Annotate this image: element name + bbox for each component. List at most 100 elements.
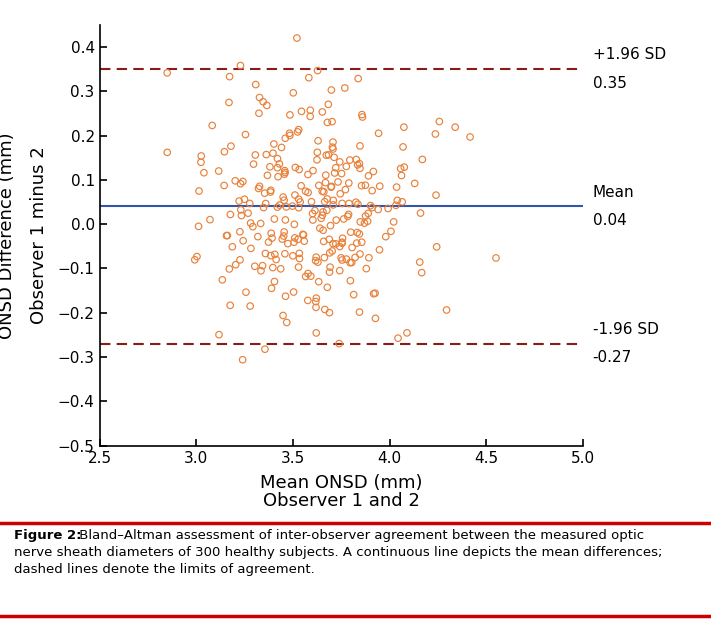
- Point: [314, 223, 326, 233]
- Point: [219, 147, 230, 157]
- Point: [288, 237, 299, 247]
- Point: [325, 221, 336, 231]
- Point: [272, 171, 284, 181]
- Point: [320, 170, 331, 180]
- Point: [235, 205, 247, 215]
- Point: [365, 201, 376, 210]
- Point: [326, 85, 337, 95]
- Point: [335, 189, 346, 199]
- Point: [260, 199, 272, 209]
- Point: [293, 194, 304, 204]
- Point: [363, 253, 375, 262]
- Point: [307, 166, 319, 176]
- Point: [284, 128, 295, 138]
- Point: [230, 176, 241, 186]
- Point: [317, 207, 328, 217]
- Point: [265, 251, 277, 261]
- Point: [302, 269, 314, 279]
- Point: [161, 147, 173, 157]
- Point: [300, 186, 311, 196]
- Point: [351, 155, 362, 165]
- Point: [279, 133, 291, 143]
- Point: [321, 282, 333, 292]
- Point: [288, 287, 299, 297]
- Point: [414, 257, 425, 267]
- Point: [262, 170, 273, 180]
- Point: [322, 118, 333, 128]
- Point: [430, 190, 442, 200]
- Point: [287, 201, 298, 211]
- Point: [279, 215, 291, 225]
- Text: +1.96 SD: +1.96 SD: [593, 48, 665, 63]
- Point: [392, 196, 403, 206]
- Point: [311, 147, 323, 157]
- Point: [272, 163, 283, 173]
- Point: [328, 196, 339, 206]
- Point: [264, 162, 276, 171]
- Point: [416, 267, 427, 277]
- Point: [213, 166, 225, 176]
- Point: [397, 197, 408, 207]
- Point: [348, 290, 359, 300]
- Point: [300, 272, 311, 282]
- Point: [292, 33, 303, 43]
- Point: [279, 168, 291, 178]
- Point: [319, 197, 331, 207]
- Point: [269, 277, 280, 287]
- Point: [161, 68, 173, 78]
- Point: [340, 184, 351, 194]
- Text: Bland–Altman assessment of inter-observer agreement between the measured optic: Bland–Altman assessment of inter-observe…: [75, 529, 643, 542]
- Point: [342, 212, 353, 222]
- Point: [225, 300, 236, 310]
- Point: [237, 176, 249, 186]
- Point: [221, 231, 232, 241]
- Point: [193, 222, 204, 232]
- Point: [388, 217, 400, 227]
- Point: [374, 245, 385, 255]
- Point: [362, 216, 373, 226]
- Point: [311, 293, 322, 303]
- Point: [360, 211, 371, 221]
- Point: [327, 239, 338, 249]
- Point: [366, 202, 378, 212]
- Point: [296, 181, 307, 191]
- Point: [401, 328, 412, 338]
- Point: [269, 214, 280, 224]
- Point: [245, 243, 257, 253]
- Point: [373, 205, 384, 215]
- Point: [260, 344, 271, 354]
- Point: [302, 188, 314, 197]
- Point: [391, 182, 402, 192]
- Point: [312, 66, 324, 76]
- Point: [249, 261, 260, 271]
- Point: [302, 170, 314, 180]
- Point: [326, 182, 337, 192]
- Point: [269, 249, 281, 259]
- Point: [268, 139, 279, 149]
- Point: [234, 227, 245, 236]
- Text: Observer 1 and 2: Observer 1 and 2: [263, 492, 419, 510]
- Point: [270, 254, 282, 264]
- Point: [398, 122, 410, 132]
- Point: [345, 227, 356, 237]
- Point: [373, 128, 384, 138]
- Point: [390, 201, 402, 210]
- Point: [354, 141, 365, 151]
- Point: [272, 154, 283, 163]
- Point: [293, 262, 304, 272]
- Point: [287, 251, 299, 261]
- Point: [351, 197, 362, 207]
- Text: -1.96 SD: -1.96 SD: [593, 322, 658, 337]
- Point: [363, 171, 374, 181]
- Point: [275, 264, 287, 274]
- Point: [240, 287, 252, 297]
- Point: [346, 243, 358, 253]
- Point: [336, 237, 348, 247]
- Point: [318, 187, 329, 197]
- Text: 0.35: 0.35: [593, 76, 626, 91]
- Point: [317, 225, 328, 235]
- Point: [417, 155, 428, 165]
- Point: [225, 210, 236, 220]
- Point: [247, 222, 259, 232]
- Point: [354, 158, 365, 168]
